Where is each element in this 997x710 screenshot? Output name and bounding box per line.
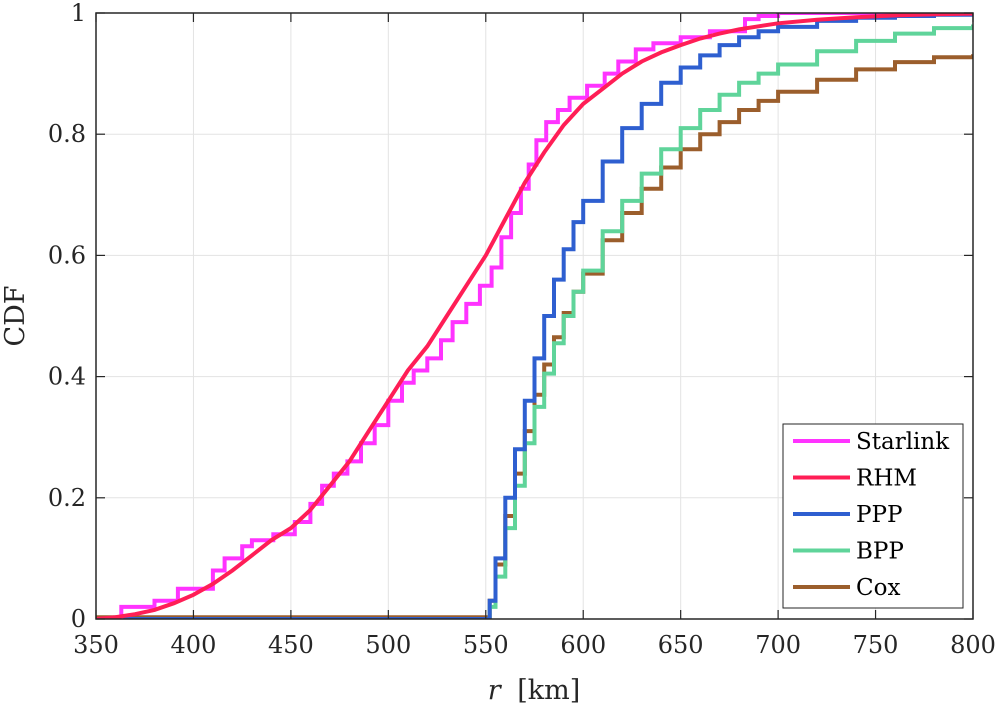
plot-frame bbox=[95, 12, 974, 620]
x-tick-label: 700 bbox=[755, 631, 801, 659]
y-tick-label: 0.6 bbox=[48, 241, 86, 269]
y-tick-label: 0.8 bbox=[48, 120, 86, 148]
legend-label-starlink: Starlink bbox=[856, 429, 950, 455]
legend: Starlink RHM PPP BPP Cox bbox=[782, 423, 964, 609]
x-tick-label: 350 bbox=[73, 631, 119, 659]
x-axis-label: r [km] bbox=[488, 675, 581, 706]
x-tick-label: 550 bbox=[463, 631, 509, 659]
x-tick-label: 400 bbox=[171, 631, 217, 659]
x-tick-label: 750 bbox=[853, 631, 899, 659]
x-tick-label: 500 bbox=[365, 631, 411, 659]
y-tick-label: 0.4 bbox=[48, 363, 86, 391]
legend-label-bpp: BPP bbox=[856, 539, 904, 565]
y-tick-label: 0.2 bbox=[48, 484, 86, 512]
x-tick-label: 600 bbox=[560, 631, 606, 659]
x-axis-variable: r bbox=[488, 675, 503, 706]
series-line-rhm bbox=[96, 13, 973, 619]
x-tick-label: 800 bbox=[950, 631, 996, 659]
x-axis-unit: [km] bbox=[517, 675, 580, 706]
series-line-ppp bbox=[96, 13, 973, 619]
ticks: 350 400 450 500 550 600 650 700 750 800 0 0.2 0.4 0.6… bbox=[48, 0, 996, 659]
y-tick-label: 1 bbox=[71, 0, 86, 27]
y-tick-label: 0 bbox=[71, 605, 86, 633]
series-line-starlink bbox=[96, 13, 973, 619]
x-tick-label: 650 bbox=[658, 631, 704, 659]
x-tick-label: 450 bbox=[268, 631, 314, 659]
legend-label-cox: Cox bbox=[856, 575, 900, 601]
y-axis-label: CDF bbox=[0, 285, 31, 346]
legend-label-rhm: RHM bbox=[856, 466, 917, 492]
series-layer bbox=[96, 13, 973, 619]
legend-label-ppp: PPP bbox=[856, 502, 902, 528]
